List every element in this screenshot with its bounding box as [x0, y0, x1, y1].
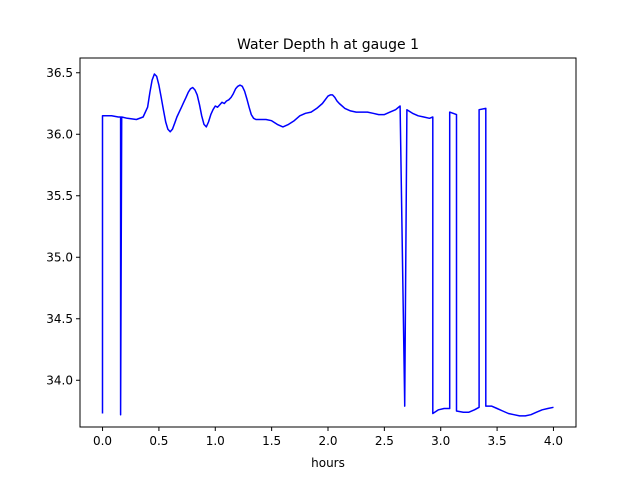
- series-line-0: [101, 73, 554, 417]
- plot-area: [101, 73, 554, 417]
- x-tick-label: 2.0: [318, 434, 337, 448]
- x-tick-label: 0.5: [149, 434, 168, 448]
- y-tick-label: 34.0: [46, 373, 73, 387]
- y-tick-label: 36.0: [46, 127, 73, 141]
- y-tick-label: 35.0: [46, 250, 73, 264]
- chart-title: Water Depth h at gauge 1: [237, 37, 419, 53]
- x-tick-label: 4.0: [544, 434, 563, 448]
- axes-frame: [79, 57, 577, 428]
- x-axis-label: hours: [311, 456, 345, 470]
- axis-ticks: 0.0 0.5 1.0 1.5 2.0 2.5 3.0 3.5 4.0 34.0 34.5 35.0 3…: [46, 66, 563, 448]
- x-tick-label: 0.0: [93, 434, 112, 448]
- x-tick-label: 1.0: [206, 434, 225, 448]
- x-tick-label: 2.5: [375, 434, 394, 448]
- y-tick-label: 35.5: [46, 189, 73, 203]
- x-tick-label: 3.5: [488, 434, 507, 448]
- x-tick-label: 1.5: [262, 434, 281, 448]
- x-tick-label: 3.0: [431, 434, 450, 448]
- y-tick-label: 34.5: [46, 312, 73, 326]
- y-tick-label: 36.5: [46, 66, 73, 80]
